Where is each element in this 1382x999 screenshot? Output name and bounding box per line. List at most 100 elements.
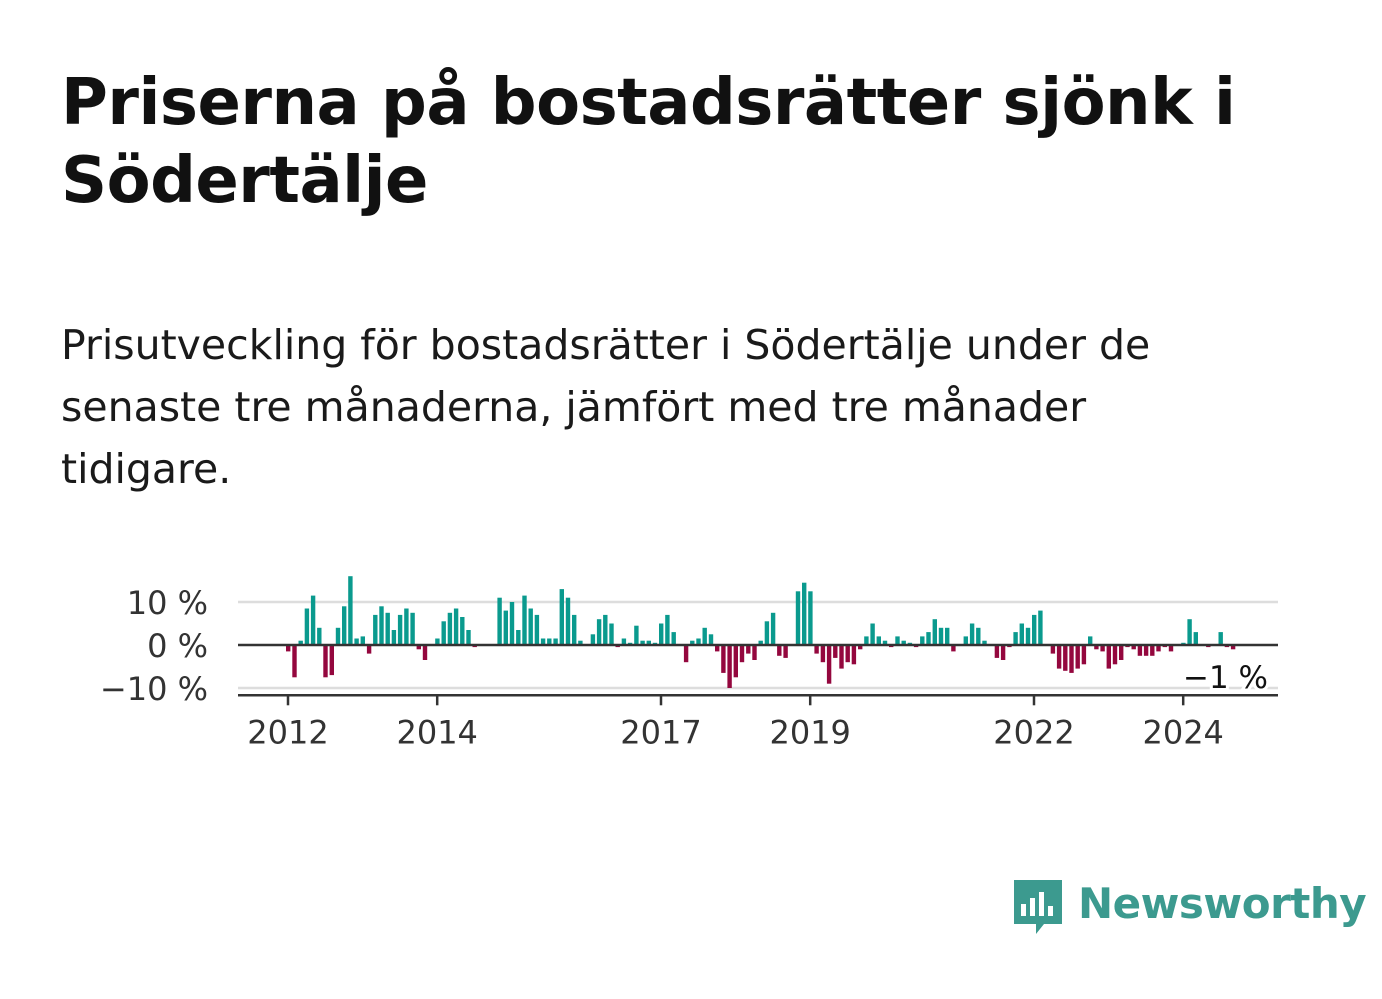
bar — [323, 645, 328, 678]
bar — [1218, 632, 1223, 645]
bar — [329, 645, 334, 676]
bar — [373, 614, 378, 645]
y-tick-label: 10 % — [127, 584, 208, 622]
bar — [820, 645, 826, 663]
bar — [1100, 645, 1105, 652]
bar — [864, 636, 869, 645]
bar — [994, 645, 1000, 658]
bar — [1056, 645, 1062, 669]
bar — [702, 627, 707, 645]
bar — [1143, 645, 1149, 656]
bar — [292, 645, 297, 678]
bar — [397, 614, 403, 645]
bar — [540, 638, 546, 645]
bar — [721, 645, 726, 673]
bar — [851, 645, 857, 665]
bar — [640, 640, 645, 645]
bar — [1150, 645, 1155, 656]
bar — [976, 627, 981, 645]
bar — [802, 582, 807, 645]
bar — [1187, 619, 1192, 645]
bar — [876, 636, 881, 645]
bar — [335, 627, 341, 645]
bar — [1019, 623, 1024, 645]
bar — [708, 634, 714, 646]
bar — [845, 645, 850, 663]
bar — [945, 627, 950, 645]
bar — [497, 597, 502, 645]
bar — [690, 640, 695, 645]
x-tick-label: 2014 — [396, 713, 477, 751]
x-tick-label: 2019 — [769, 713, 850, 751]
y-tick-label: −10 % — [100, 670, 208, 708]
x-tick-label: 2017 — [620, 713, 701, 751]
bar — [727, 645, 732, 688]
bar — [447, 612, 453, 646]
gridlines — [238, 600, 1278, 690]
bar — [1063, 645, 1068, 671]
bar — [590, 634, 596, 646]
chart-subtitle: Prisutveckling för bostadsrätter i Söder… — [61, 321, 1151, 493]
bar — [565, 597, 571, 645]
bar — [360, 636, 365, 645]
bar — [1112, 645, 1118, 665]
bar — [826, 645, 832, 684]
bar — [777, 645, 782, 656]
bar — [1050, 645, 1056, 654]
bar — [609, 623, 614, 645]
bar-chart: 10 % 0 % −10 % 2012 2014 2017 2019 2022 2024 −1 % — [100, 576, 1278, 751]
last-value-label: −1 % — [1183, 660, 1268, 696]
bar — [416, 645, 421, 650]
bar — [1081, 645, 1087, 665]
bar — [404, 608, 409, 645]
bar — [901, 640, 906, 645]
bar — [410, 612, 415, 646]
bar — [342, 606, 347, 645]
bar — [391, 630, 397, 645]
bar — [783, 645, 788, 658]
bar — [739, 645, 745, 663]
bar — [1156, 645, 1161, 652]
bar — [603, 614, 608, 645]
x-tick-label: 2022 — [993, 713, 1074, 751]
bar — [870, 623, 875, 645]
bar — [1193, 632, 1198, 645]
bar — [366, 645, 372, 654]
bar — [764, 621, 770, 645]
bar — [621, 638, 627, 645]
bar — [795, 591, 801, 646]
bar — [348, 576, 353, 645]
bar — [1119, 645, 1124, 660]
bar — [516, 630, 521, 645]
bar — [932, 619, 937, 645]
bar — [559, 589, 564, 645]
page-title: Priserna på bostadsrätter sjönk i Södert… — [61, 66, 1236, 218]
bar — [938, 627, 944, 645]
bar — [1131, 645, 1136, 650]
bar — [1038, 610, 1043, 645]
bar — [951, 645, 956, 652]
bar — [422, 645, 428, 660]
bar — [1069, 645, 1074, 673]
bar — [814, 645, 819, 654]
bar — [304, 608, 310, 645]
bar — [1094, 645, 1099, 650]
bar — [895, 636, 900, 645]
bar — [553, 638, 558, 645]
bar — [671, 632, 676, 645]
bar — [715, 645, 720, 652]
bars — [286, 576, 1236, 688]
bar — [435, 638, 440, 645]
bar — [752, 645, 757, 660]
bar — [578, 640, 583, 645]
tick-labels: 10 % 0 % −10 % 2012 2014 2017 2019 2022 2024 −1 % — [100, 584, 1271, 751]
axes — [238, 643, 1278, 706]
x-tick-label: 2012 — [247, 713, 328, 751]
bar — [963, 636, 968, 645]
bar — [665, 614, 670, 645]
bar — [1168, 645, 1174, 652]
bar — [969, 623, 975, 645]
bar — [659, 623, 664, 645]
bar — [534, 614, 540, 645]
bar — [460, 617, 465, 645]
